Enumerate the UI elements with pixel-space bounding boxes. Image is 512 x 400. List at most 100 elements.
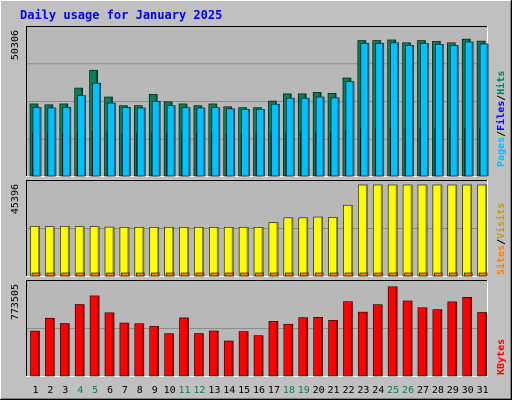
pages-bar-shade [114, 103, 116, 176]
visits-bar-shade [127, 227, 129, 276]
kbytes-bar-shade [67, 323, 70, 376]
pages-bar [241, 109, 250, 177]
pages-bar [181, 107, 191, 177]
kbytes-bar-shade [395, 286, 398, 376]
sites-bar-shade [321, 273, 324, 276]
day-label: 3 [62, 385, 68, 396]
visits-bar-shade [261, 227, 264, 276]
kbytes-bar [358, 311, 368, 377]
series-legend-kbytes: KBytes [496, 339, 507, 375]
pages-bar-shade [337, 97, 340, 176]
legend-sites: Sites [495, 245, 507, 275]
pages-bar-shade [322, 97, 325, 176]
pages-bar [166, 105, 176, 177]
sites-bar [389, 272, 398, 277]
kbytes-bar [194, 333, 204, 377]
visits-bar-shade [291, 217, 293, 276]
kbytes-bar-shade [410, 300, 413, 376]
pages-bar [345, 81, 355, 177]
kbytes-bar [313, 317, 323, 377]
sites-bar-shade [291, 273, 294, 276]
day-label: 6 [107, 385, 113, 396]
kbytes-bar [74, 304, 85, 377]
sites-bar [210, 272, 220, 277]
series-legend: Pages/Files/Hits [495, 71, 507, 167]
pages-bar [122, 107, 131, 177]
sites-bar [404, 272, 413, 277]
kbytes-bar-shade [112, 312, 115, 376]
kbytes-bar-shade [187, 317, 189, 376]
visits-bar-shade [485, 185, 487, 276]
kbytes-bar-shade [157, 326, 159, 376]
chart-title: Daily usage for January 2025 [20, 8, 222, 22]
visits-bar-shade [142, 227, 144, 276]
sites-bar [240, 272, 249, 277]
sites-bar [434, 272, 443, 277]
day-label: 16 [253, 385, 265, 396]
pages-bar-shade [143, 107, 146, 176]
sites-bar [314, 272, 324, 277]
pages-bar-shade [99, 83, 101, 176]
sites-bar-shade [232, 273, 234, 276]
sites-bar [91, 272, 100, 277]
sites-bar [31, 272, 41, 277]
legend-slash: / [496, 239, 507, 245]
sites-bar [150, 272, 160, 277]
kbytes-bar [104, 312, 115, 377]
sites-bar [195, 272, 205, 277]
visits-bar [417, 184, 428, 277]
pages-bar [375, 43, 385, 177]
sites-bar-shade [247, 273, 249, 276]
pages-bar-shade [128, 107, 131, 176]
visits-bar-shade [187, 227, 189, 276]
sites-bar [359, 272, 369, 277]
visits-bar [447, 184, 458, 277]
series-legend: Sites/Visits [495, 203, 507, 275]
day-label: 26 [402, 385, 414, 396]
day-label: 14 [223, 385, 235, 396]
kbytes-bar [30, 330, 40, 377]
visits-bar-shade [38, 226, 40, 276]
day-label: 20 [313, 385, 325, 396]
visits-bar [477, 184, 487, 277]
pages-bar [315, 96, 325, 177]
visits-bar-shade [52, 226, 55, 276]
kbytes-bar-shade [172, 333, 174, 376]
kbytes-bar-shade [365, 312, 368, 376]
kbytes-bar-shade [142, 323, 144, 376]
day-label: 10 [164, 385, 176, 396]
sites-bar [270, 272, 279, 277]
kbytes-bar [60, 323, 70, 377]
kbytes-bar-shade [276, 321, 278, 376]
kbytes-bar-shade [216, 331, 219, 376]
sites-bar [463, 272, 473, 277]
kbytes-bar [89, 295, 100, 377]
sites-bar [374, 272, 384, 277]
pages-bar-shade [54, 107, 56, 176]
day-label: 9 [152, 385, 158, 396]
kbytes-bar-shade [485, 312, 487, 376]
visits-bar [119, 226, 130, 277]
pages-bar [286, 97, 295, 177]
day-label: 23 [357, 385, 369, 396]
day-label: 31 [477, 385, 489, 396]
sites-bar-shade [381, 273, 383, 276]
sites-bar-shade [187, 273, 190, 276]
kbytes-bar-shade [336, 320, 338, 376]
visits-bar-shade [67, 226, 70, 276]
y-max-label: 45396 [10, 184, 21, 214]
visits-bar-shade [276, 222, 278, 276]
kbytes-bar [477, 312, 487, 377]
visits-bar [283, 217, 294, 277]
visits-bar-shade [470, 185, 472, 276]
pages-bar-shade [426, 43, 429, 177]
pages-bar-shade [486, 43, 489, 176]
kbytes-bar-shade [455, 301, 457, 376]
pages-bar [77, 95, 87, 177]
pages-bar-shade [367, 43, 369, 177]
pages-bar-shade [456, 45, 459, 176]
visits-bar-shade [440, 185, 442, 276]
visits-bar-shade [380, 185, 383, 276]
kbytes-bar-shade [82, 304, 85, 376]
kbytes-bar-shade [38, 331, 40, 376]
